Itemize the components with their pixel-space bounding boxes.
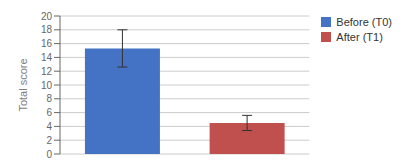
- svg-text:6: 6: [46, 107, 52, 118]
- svg-text:16: 16: [41, 38, 53, 49]
- svg-text:0: 0: [46, 149, 52, 158]
- svg-text:12: 12: [41, 66, 53, 77]
- svg-text:18: 18: [41, 24, 53, 35]
- html-text:After (T1): After (T1): [336, 31, 383, 43]
- svg-text:10: 10: [41, 80, 53, 91]
- svg-text:14: 14: [41, 52, 53, 63]
- svg-text:4: 4: [46, 121, 52, 132]
- svg-text:20: 20: [41, 11, 53, 22]
- html-text:Before (T0): Before (T0): [336, 16, 392, 28]
- svg-text:8: 8: [46, 93, 52, 104]
- svg-text:Total score: Total score: [17, 58, 29, 111]
- svg-text:2: 2: [46, 135, 52, 146]
